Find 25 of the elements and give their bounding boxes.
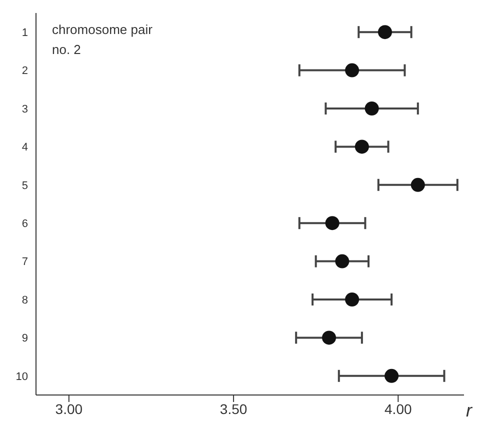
point (378, 25, 392, 40)
point (364, 102, 379, 116)
y-tick-label: 6 (22, 218, 28, 230)
y-tick-label: 9 (22, 332, 28, 345)
point (410, 178, 425, 192)
point (335, 254, 350, 268)
point (345, 63, 360, 78)
y-tick-label: 8 (22, 294, 28, 306)
y-tick-label: 3 (22, 103, 28, 116)
y-tick-label: 2 (22, 65, 28, 78)
text: chromosome pair no. 2 (52, 21, 154, 59)
point (384, 368, 399, 383)
y-tick-label: 10 (16, 370, 28, 383)
y-tick-label: 7 (22, 256, 28, 268)
y-tick-label: 5 (22, 180, 28, 192)
x-tick-label: 4.00 (384, 400, 412, 417)
x-tick-label: 3.50 (220, 400, 248, 417)
y-tick-label: 4 (22, 142, 28, 154)
point (322, 330, 336, 345)
y-tick-label: 1 (22, 27, 28, 40)
x-axis-title: r (466, 400, 473, 420)
x-tick-label: 3.00 (55, 400, 83, 417)
point (325, 216, 340, 230)
point (354, 140, 369, 154)
point (345, 292, 360, 306)
